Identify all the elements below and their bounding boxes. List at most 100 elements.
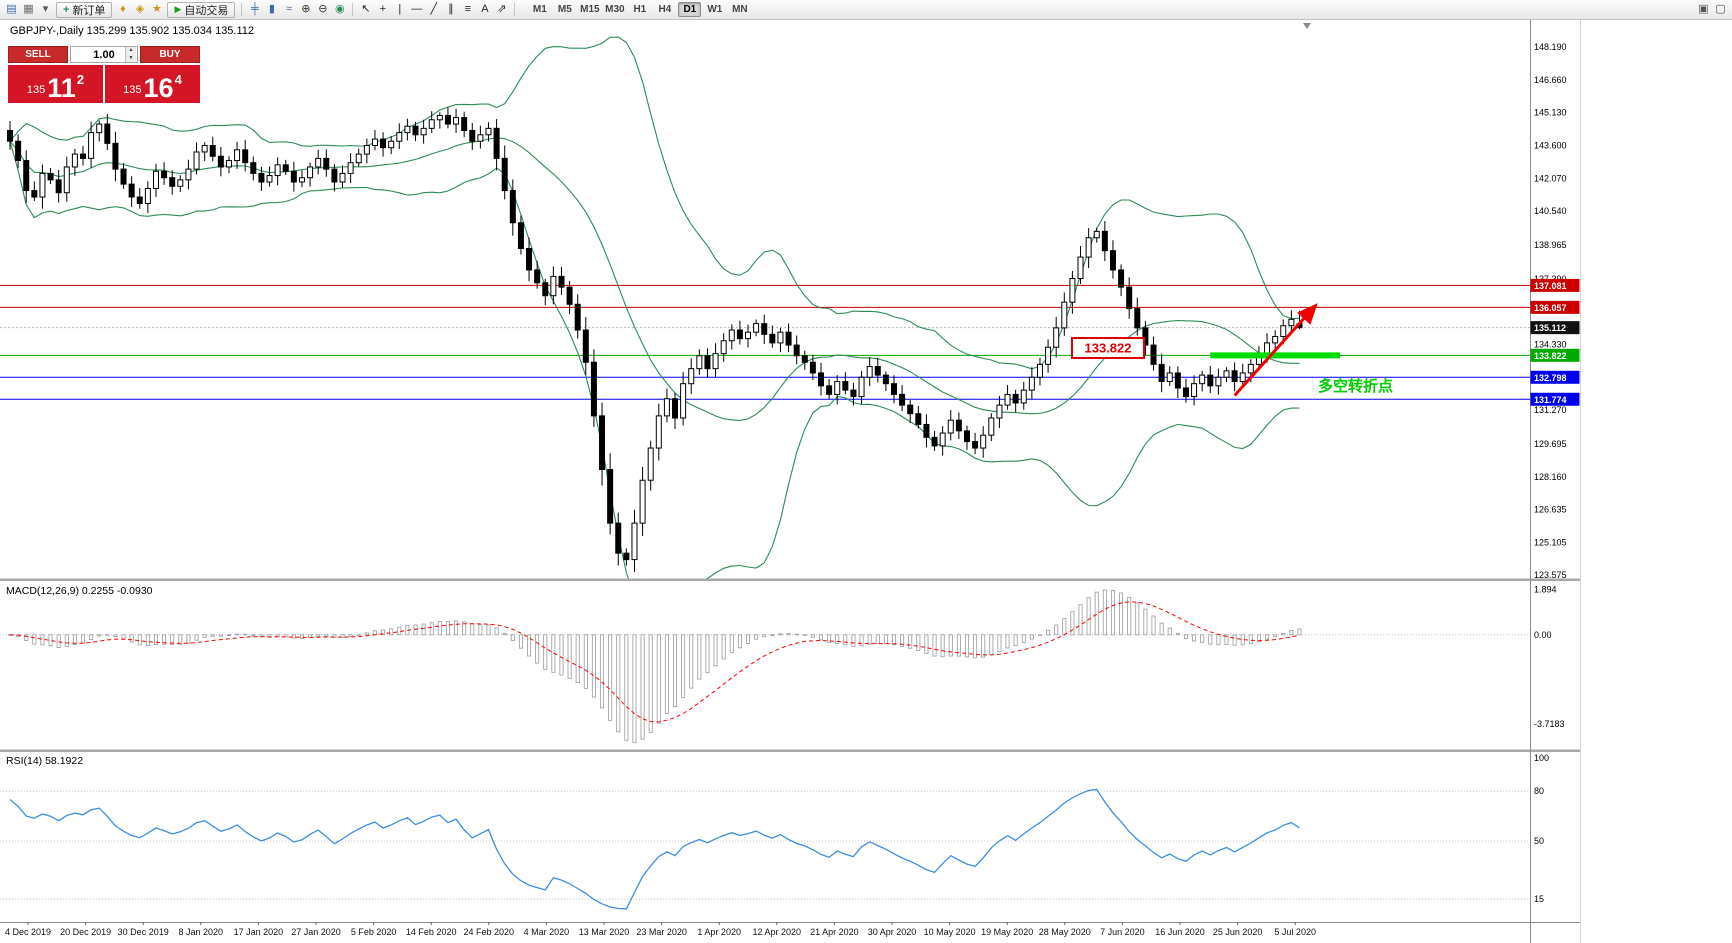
timeframe-mn-button[interactable]: MN	[728, 2, 751, 17]
macd-histogram-bar	[689, 634, 694, 689]
macd-histogram-bar	[251, 634, 256, 636]
timeframe-m5-button[interactable]: M5	[553, 2, 576, 17]
macd-histogram-bar	[1265, 634, 1270, 640]
candle-body	[809, 361, 816, 374]
time-axis-label: 25 Jun 2020	[1213, 927, 1263, 937]
ask-pip-fraction: 4	[174, 72, 182, 87]
profiles-button[interactable]: ▦	[20, 2, 37, 18]
macd-histogram-bar	[170, 634, 175, 646]
timeframe-h4-button[interactable]: H4	[653, 2, 676, 17]
macd-histogram-bar	[129, 634, 134, 643]
candle-body	[769, 333, 776, 344]
autotrading-label: 自动交易	[184, 4, 229, 17]
timeframe-m1-button[interactable]: M1	[528, 2, 551, 17]
macd-histogram-bar	[510, 634, 515, 641]
new-chart-button[interactable]: ▤	[3, 2, 20, 18]
macd-histogram-bar	[737, 634, 742, 649]
line-chart-icon: ≈	[285, 3, 292, 15]
trendline-button[interactable]: ╱	[425, 2, 442, 18]
time-axis[interactable]	[0, 922, 1530, 943]
timeframe-m15-button[interactable]: M15	[580, 4, 600, 15]
macd-histogram-bar	[1078, 604, 1083, 636]
candle-body	[315, 157, 322, 168]
timeframe-m30-button[interactable]: M30	[605, 4, 625, 15]
trade-header-row: SELL 1.00 ▲ ▼ BUY	[8, 46, 200, 63]
data-window-button[interactable]: ◈	[131, 2, 148, 18]
main-toolbar: ▤ ▦ ▾ + 新订单 ♦ ◈ ★ ▶ 自动交易 ╪ ▮ ≈ ⊕ ⊖ ◉ ↖ + | — ╱ ∥ ≡ A ⇗ M1…	[0, 0, 1732, 20]
market-watch-button[interactable]: ♦	[114, 2, 131, 18]
candle-body	[436, 114, 443, 121]
candle-body	[404, 125, 411, 134]
candle-body	[104, 123, 111, 144]
fibonacci-button[interactable]: ≡	[459, 2, 476, 18]
horizontal-line-button[interactable]: —	[408, 2, 425, 18]
candle-body	[639, 479, 646, 524]
ask-price-button[interactable]: 135 16 4	[105, 65, 200, 103]
candle-body	[1239, 372, 1246, 383]
channel-button[interactable]: ∥	[442, 2, 459, 18]
volume-up-button[interactable]: ▲	[125, 47, 136, 55]
navigator-button[interactable]: ★	[148, 2, 165, 18]
arrows-button[interactable]: ⇗	[493, 2, 510, 18]
chart-window-button[interactable]: ▢	[1712, 2, 1729, 18]
macd-histogram-bar	[883, 634, 888, 645]
vertical-line-button[interactable]: |	[391, 2, 408, 18]
candle-body	[1231, 370, 1238, 383]
candle-body	[1142, 327, 1149, 346]
autotrading-button[interactable]: ▶ 自动交易	[167, 1, 236, 18]
bid-price-button[interactable]: 135 11 2	[8, 65, 103, 103]
new-order-button[interactable]: + 新订单	[56, 1, 113, 18]
candle-body	[1036, 363, 1043, 378]
cursor-button[interactable]: ↖	[357, 2, 374, 18]
candlestick-chart-button[interactable]: ▮	[263, 2, 280, 18]
price-tag-label: 136.057	[1534, 303, 1567, 313]
buy-button[interactable]: BUY	[140, 46, 200, 63]
time-axis-label: 13 Mar 2020	[579, 927, 630, 937]
macd-histogram-bar	[210, 634, 215, 637]
price-axis[interactable]	[1530, 20, 1580, 943]
volume-value: 1.00	[93, 48, 115, 61]
candle-body	[915, 413, 922, 425]
zoom-in-button[interactable]: ⊕	[297, 2, 314, 18]
candle-body	[23, 160, 30, 192]
candle-body	[907, 404, 914, 415]
pivot-note-text: 多空转折点	[1318, 377, 1393, 395]
volume-spinner: ▲ ▼	[125, 47, 136, 62]
macd-histogram-bar	[478, 624, 483, 636]
candle-body	[712, 353, 719, 370]
crosshair-button[interactable]: +	[374, 2, 391, 18]
market-watch-icon: ♦	[120, 3, 126, 15]
candle-body	[1061, 301, 1068, 329]
candle-body	[1182, 387, 1189, 398]
tile-windows-button[interactable]: ▣	[1695, 2, 1712, 18]
text-button[interactable]: A	[476, 2, 493, 18]
volume-down-button[interactable]: ▼	[125, 54, 136, 62]
timeframe-w1-button[interactable]: W1	[703, 2, 726, 17]
timeframe-group: M1 M5 M15 M30 H1 H4 D1 W1 MN	[527, 2, 752, 17]
macd-histogram-bar	[948, 634, 953, 657]
bar-chart-button[interactable]: ╪	[246, 2, 263, 18]
indicators-button[interactable]: ◉	[331, 2, 348, 18]
candle-body	[526, 248, 533, 271]
macd-histogram-bar	[810, 634, 815, 638]
line-chart-button[interactable]: ≈	[280, 2, 297, 18]
ask-prefix: 135	[123, 84, 142, 96]
profiles-caret-button[interactable]: ▾	[37, 2, 54, 18]
macd-histogram-bar	[648, 634, 653, 733]
candle-body	[688, 368, 695, 385]
candle-body	[1093, 230, 1100, 239]
candle-body	[1053, 327, 1060, 348]
macd-histogram-bar	[616, 634, 621, 733]
arrows-icon: ⇗	[497, 3, 507, 15]
timeframe-d1-button[interactable]: D1	[678, 2, 702, 17]
macd-histogram-bar	[145, 634, 150, 647]
candle-body	[193, 151, 200, 170]
zoom-out-button[interactable]: ⊖	[314, 2, 331, 18]
macd-histogram-bar	[1021, 634, 1026, 644]
sell-button[interactable]: SELL	[8, 46, 68, 63]
bollinger-middle-band	[9, 137, 1300, 421]
timeframe-h1-button[interactable]: H1	[628, 2, 651, 17]
macd-histogram-bar	[1167, 627, 1172, 636]
volume-input[interactable]: 1.00 ▲ ▼	[70, 46, 138, 63]
